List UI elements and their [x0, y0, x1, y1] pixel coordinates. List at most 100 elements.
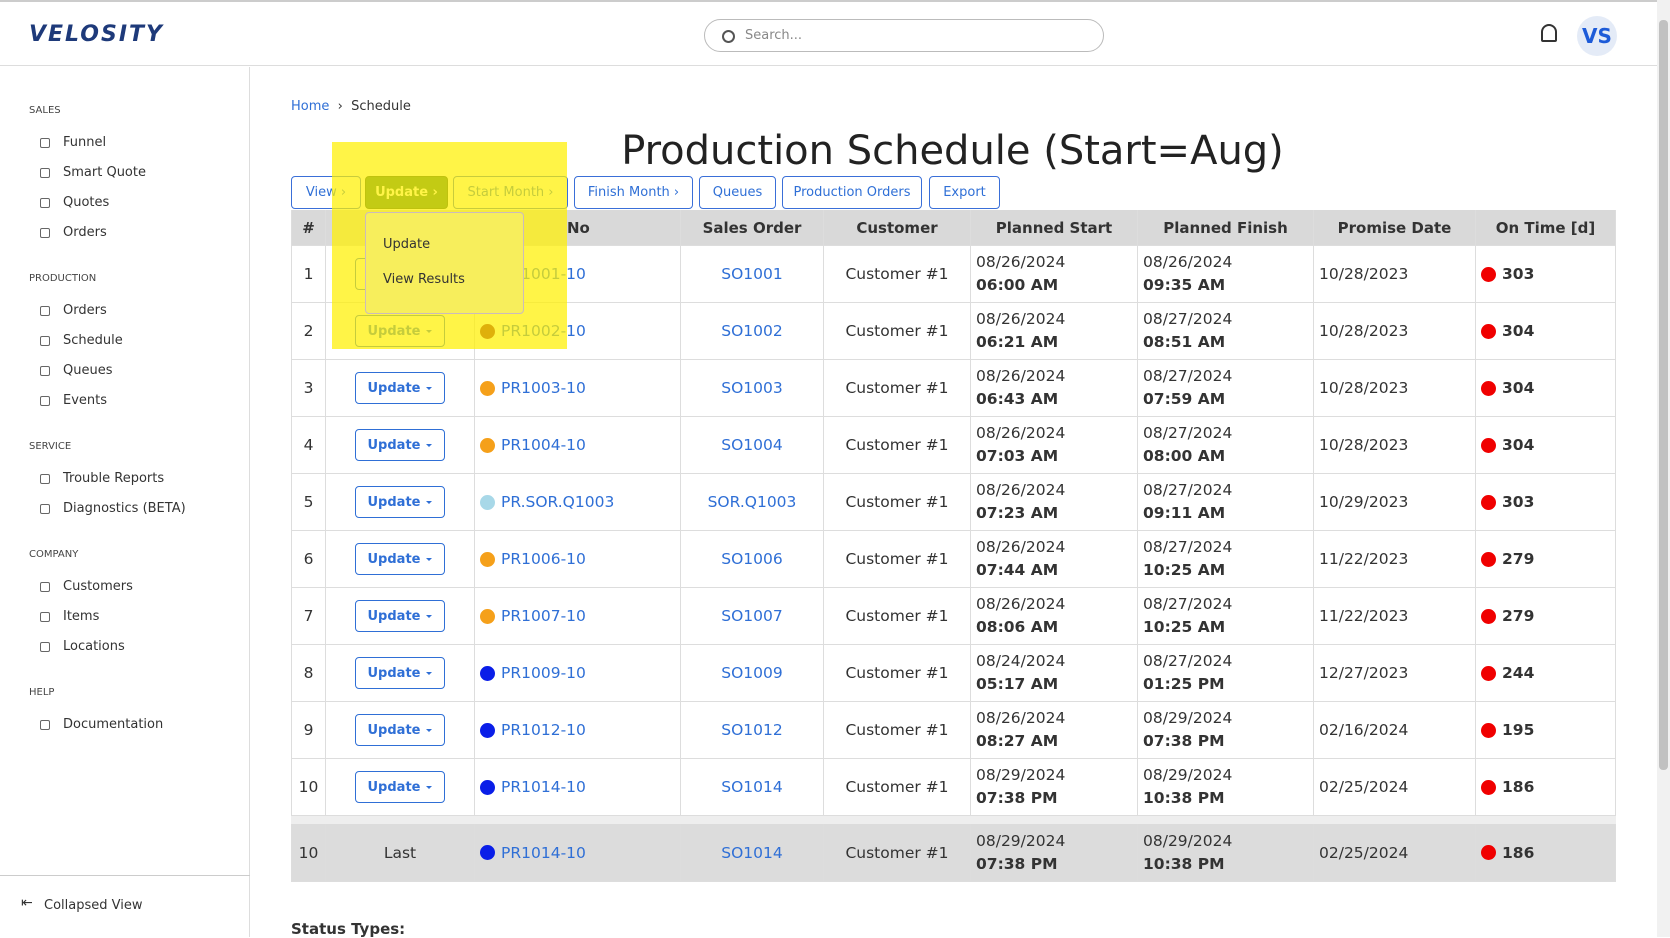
ontime-dot — [1481, 380, 1496, 396]
start-cell: 08/26/2024 07:44 AM — [971, 531, 1138, 587]
nav-item[interactable]: Items — [63, 609, 100, 624]
notifications[interactable] — [1541, 24, 1557, 42]
collapse[interactable]: Collapsed View — [0, 875, 250, 937]
ontime-dot — [1481, 845, 1496, 860]
action-label: Last — [383, 843, 417, 862]
ontime-cell: 303 — [1476, 474, 1616, 530]
nav-item[interactable]: Trouble Reports — [63, 471, 165, 486]
dropdown-item[interactable]: View Results — [383, 272, 465, 287]
nav-item[interactable]: Smart Quote — [63, 165, 146, 180]
finish-time: 10:38 PM — [1143, 854, 1225, 873]
update-button[interactable]: Update — [355, 771, 445, 803]
toolbar-button[interactable]: View › — [291, 176, 361, 209]
so-link[interactable]: SO1007 — [721, 607, 783, 625]
nav-item[interactable]: Orders — [63, 225, 107, 240]
order-link[interactable]: PR.SOR.Q1003 — [501, 493, 615, 511]
customer: Customer #1 — [824, 645, 971, 701]
order-link[interactable]: PR1014-10 — [501, 778, 586, 796]
order-link[interactable]: PR1007-10 — [501, 607, 586, 625]
promise-date: 10/28/2023 — [1314, 246, 1476, 302]
so-link[interactable]: SO1012 — [721, 721, 783, 739]
update-button[interactable]: Update — [355, 486, 445, 518]
table-row: 4 Update PR1004-10 SO1004 Customer #1 08/26/2… — [291, 417, 1616, 474]
order-link[interactable]: PR1006-10 — [501, 550, 586, 568]
row-number: 7 — [291, 588, 326, 644]
so-cell: SO1014 — [681, 824, 824, 881]
start-cell: 08/26/2024 06:43 AM — [971, 360, 1138, 416]
toolbar-button[interactable]: Finish Month › — [574, 176, 693, 209]
start-time: 06:00 AM — [976, 276, 1059, 294]
order-link[interactable]: PR1004-10 — [501, 436, 586, 454]
order-link[interactable]: PR1009-10 — [501, 664, 586, 682]
so-link[interactable]: SO1009 — [721, 664, 783, 682]
row-number: 3 — [291, 360, 326, 416]
column-header: On Time [d] — [1476, 210, 1616, 245]
breadcrumb-home[interactable]: Home — [291, 99, 330, 114]
start-cell: 08/26/2024 08:06 AM — [971, 588, 1138, 644]
order-link[interactable]: PR1012-10 — [501, 721, 586, 739]
update-button[interactable]: Update — [355, 429, 445, 461]
ontime-cell: 279 — [1476, 531, 1616, 587]
order-link[interactable]: PR1014-10 — [501, 843, 586, 862]
nav-item[interactable]: Queues — [63, 363, 113, 378]
update-button[interactable]: Update — [355, 714, 445, 746]
finish-cell: 08/29/2024 10:38 PM — [1138, 759, 1314, 815]
order-link[interactable]: PR1002-10 — [501, 322, 586, 340]
customer: Customer #1 — [824, 702, 971, 758]
ontime-value: 279 — [1502, 607, 1535, 625]
order-cell: PR1012-10 — [475, 702, 681, 758]
status-dot — [480, 380, 495, 396]
toolbar-button[interactable]: Export — [929, 176, 1000, 209]
update-button[interactable]: Update — [355, 372, 445, 404]
so-link[interactable]: SO1014 — [721, 778, 783, 796]
so-link[interactable]: SO1004 — [721, 436, 783, 454]
toolbar-button[interactable]: Start Month › — [453, 176, 568, 209]
logo[interactable]: VELOSITY — [29, 22, 164, 47]
ontime-value: 195 — [1502, 721, 1535, 739]
so-link[interactable]: SOR.Q1003 — [707, 493, 797, 511]
nav-item[interactable]: Orders — [63, 303, 107, 318]
update-button[interactable]: Update — [355, 315, 445, 347]
update-button[interactable]: Update — [355, 543, 445, 575]
nav-item[interactable]: Customers — [63, 579, 133, 594]
so-link[interactable]: SO1002 — [721, 322, 783, 340]
nav-item[interactable]: Funnel — [63, 135, 107, 150]
promise-date: 10/28/2023 — [1314, 417, 1476, 473]
avatar[interactable]: VS — [1577, 16, 1617, 56]
start-date: 08/26/2024 — [976, 310, 1066, 328]
toolbar-button[interactable]: Queues — [699, 176, 776, 209]
so-link[interactable]: SO1014 — [721, 843, 783, 862]
nav-item[interactable]: Documentation — [63, 717, 164, 732]
status-dot — [480, 779, 495, 795]
nav-item[interactable]: Diagnostics (BETA) — [63, 501, 186, 516]
search[interactable]: Search... — [704, 19, 1104, 52]
nav-item[interactable]: Locations — [63, 639, 125, 654]
finish-date: 08/26/2024 — [1143, 253, 1233, 271]
row-number: 1 — [291, 246, 326, 302]
nav-item[interactable]: Schedule — [63, 333, 123, 348]
so-link[interactable]: SO1001 — [721, 265, 783, 283]
customer: Customer #1 — [824, 588, 971, 644]
order-cell: PR1006-10 — [475, 531, 681, 587]
sidebar: SALES Funnel Smart Quote Quotes Orders PRODUC… — [0, 67, 250, 937]
update-button[interactable]: Update — [355, 657, 445, 689]
promise-date: 02/25/2024 — [1314, 824, 1476, 881]
status-dot — [480, 437, 495, 453]
so-link[interactable]: SO1006 — [721, 550, 783, 568]
finish-date: 08/27/2024 — [1143, 310, 1233, 328]
start-date: 08/26/2024 — [976, 595, 1066, 613]
so-link[interactable]: SO1003 — [721, 379, 783, 397]
schedule-table: # No Sales Order Customer Planned Start Plann… — [291, 210, 1616, 882]
order-link[interactable]: PR1003-10 — [501, 379, 586, 397]
so-cell: SO1003 — [681, 360, 824, 416]
toolbar-button[interactable]: Production Orders — [782, 176, 922, 209]
scroll-thumb[interactable] — [1659, 20, 1668, 770]
toolbar-button[interactable]: Update › — [365, 176, 448, 209]
promise-date: 10/29/2023 — [1314, 474, 1476, 530]
update-button[interactable]: Update — [355, 600, 445, 632]
start-cell: 08/29/2024 07:38 PM — [971, 759, 1138, 815]
dropdown-item[interactable]: Update — [383, 237, 431, 252]
nav-item[interactable]: Events — [63, 393, 108, 408]
nav-item[interactable]: Quotes — [63, 195, 110, 210]
start-time: 07:38 PM — [976, 789, 1058, 807]
